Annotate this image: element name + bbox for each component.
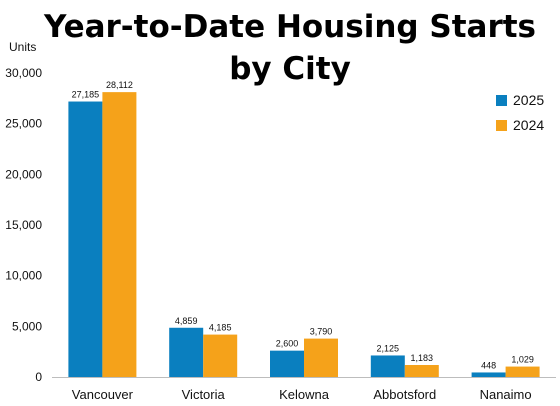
y-tick-label: 15,000 xyxy=(5,218,42,232)
x-tick-label-kelowna: Kelowna xyxy=(279,387,330,402)
data-label-2024-abbotsford: 1,183 xyxy=(411,353,434,363)
y-tick-label: 5,000 xyxy=(12,319,42,333)
data-label-2025-vancouver: 27,185 xyxy=(72,90,100,100)
data-label-2024-nanaimo: 1,029 xyxy=(511,355,534,365)
data-label-2025-victoria: 4,859 xyxy=(175,316,198,326)
bar-2024-kelowna xyxy=(304,338,338,377)
legend-item-2025: 2025 xyxy=(496,92,544,108)
legend-label-2024: 2024 xyxy=(513,117,545,133)
bar-2024-vancouver xyxy=(102,92,137,377)
x-tick-label-nanaimo: Nanaimo xyxy=(480,387,532,402)
bar-2024-victoria xyxy=(203,334,238,377)
legend-label-2025: 2025 xyxy=(513,92,545,108)
y-tick-label: 25,000 xyxy=(5,117,42,131)
bar-2025-kelowna xyxy=(270,350,304,377)
data-label-2025-nanaimo: 448 xyxy=(481,360,496,370)
data-label-2024-victoria: 4,185 xyxy=(209,323,232,333)
x-tick-label-abbotsford: Abbotsford xyxy=(373,387,436,402)
data-label-2024-kelowna: 3,790 xyxy=(310,327,333,337)
x-tick-label-vancouver: Vancouver xyxy=(72,387,134,402)
y-tick-label: 30,000 xyxy=(5,66,42,80)
data-label-2025-abbotsford: 2,125 xyxy=(377,343,400,353)
data-label-2024-vancouver: 28,112 xyxy=(106,80,133,90)
chart-title-line-1: Year-to-Date Housing Starts xyxy=(43,9,537,45)
bar-2024-nanaimo xyxy=(505,366,540,377)
y-tick-label: 0 xyxy=(35,370,42,384)
legend-item-2024: 2024 xyxy=(496,117,544,133)
bar-2025-vancouver xyxy=(68,101,103,377)
data-label-2025-kelowna: 2,600 xyxy=(276,339,299,349)
legend-swatch-2024 xyxy=(496,119,507,131)
bar-2024-abbotsford xyxy=(404,365,439,377)
bar-2025-victoria xyxy=(169,327,204,377)
x-tick-label-victoria: Victoria xyxy=(182,387,226,402)
y-axis-label: Units xyxy=(9,40,37,54)
bar-2025-abbotsford xyxy=(370,355,405,377)
y-tick-label: 20,000 xyxy=(5,167,42,181)
chart-title-line-2: by City xyxy=(229,51,351,87)
bar-2025-nanaimo xyxy=(471,372,506,377)
legend-swatch-2025 xyxy=(496,94,507,106)
y-tick-label: 10,000 xyxy=(5,269,42,283)
